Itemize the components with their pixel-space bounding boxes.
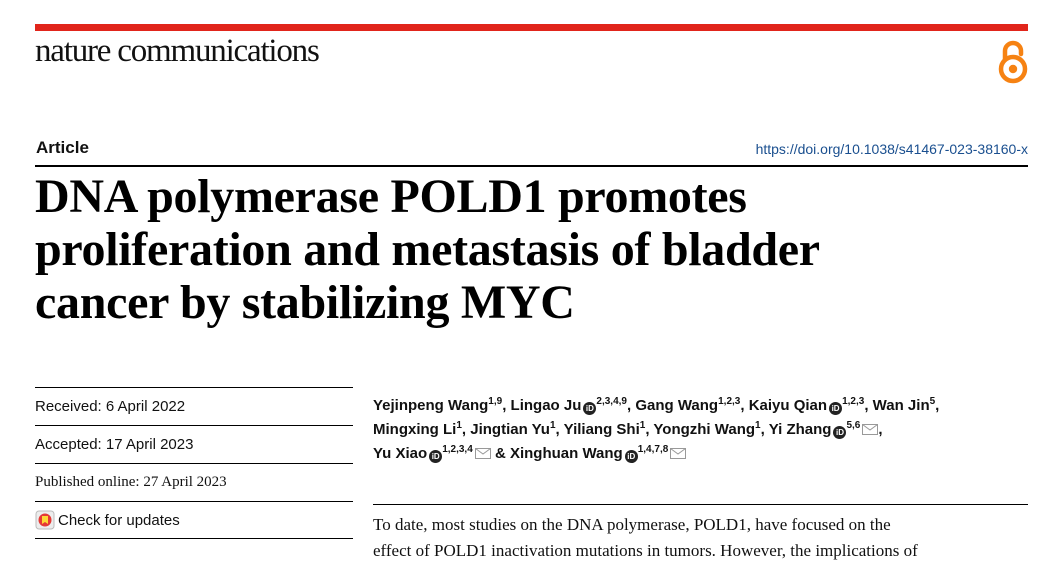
- author-name[interactable]: Lingao Ju: [510, 397, 582, 414]
- author-separator: ,: [502, 397, 511, 414]
- title-divider: [35, 165, 1028, 167]
- open-access-icon: [998, 40, 1028, 84]
- title-line: proliferation and metastasis of bladder: [35, 223, 820, 276]
- abstract-line: effect of POLD1 inactivation mutations i…: [373, 541, 918, 560]
- author-affiliations: 1: [456, 420, 462, 431]
- mail-icon[interactable]: [474, 448, 491, 459]
- author-affiliations: 5,6: [846, 420, 861, 431]
- title-line: DNA polymerase POLD1 promotes: [35, 170, 747, 223]
- author-separator: &: [490, 445, 510, 462]
- author-affiliations: 2,3,4,9: [596, 396, 627, 407]
- author-affiliations: 1: [639, 420, 646, 431]
- orcid-icon[interactable]: iD: [583, 402, 597, 415]
- published-date: Published online: 27 April 2023: [35, 463, 353, 501]
- title-line: cancer by stabilizing MYC: [35, 276, 575, 329]
- author-affiliations: 1,2,3: [718, 396, 741, 407]
- accepted-date: Accepted: 17 April 2023: [35, 425, 353, 463]
- mail-icon[interactable]: [670, 448, 687, 459]
- author-separator: ,: [645, 421, 654, 438]
- author-affiliations: 1: [755, 420, 761, 431]
- author-separator: ,: [864, 397, 873, 414]
- orcid-icon[interactable]: iD: [624, 450, 638, 463]
- author-line-2: Mingxing Li1, Jingtian Yu1, Yiliang Shi1…: [373, 418, 1033, 442]
- author-affiliations: 1: [549, 420, 556, 431]
- author-name[interactable]: Yi Zhang: [768, 421, 832, 438]
- mail-icon[interactable]: [862, 424, 879, 435]
- author-affiliations: 1,2,3: [842, 396, 865, 407]
- author-list: Yejinpeng Wang1,9, Lingao Ju iD2,3,4,9, G…: [373, 394, 1033, 466]
- author-separator: ,: [555, 421, 564, 438]
- article-title: DNA polymerase POLD1 promotes proliferat…: [35, 170, 1025, 329]
- author-separator: ,: [935, 397, 940, 414]
- author-name[interactable]: Gang Wang: [635, 397, 719, 414]
- abstract-line: To date, most studies on the DNA polymer…: [373, 515, 891, 534]
- orcid-icon[interactable]: iD: [429, 450, 443, 463]
- doi-link[interactable]: https://doi.org/10.1038/s41467-023-38160…: [755, 141, 1028, 157]
- author-name[interactable]: Yu Xiao: [373, 445, 428, 462]
- author-separator: ,: [626, 397, 636, 414]
- author-name[interactable]: Kaiyu Qian: [748, 397, 828, 414]
- journal-header-bar: [35, 24, 1028, 31]
- check-for-updates-button[interactable]: Check for updates: [35, 510, 180, 530]
- author-separator: ,: [760, 421, 769, 438]
- author-affiliations: 1,4,7,8: [637, 444, 669, 455]
- abstract-divider: [373, 504, 1028, 505]
- author-name[interactable]: Jingtian Yu: [470, 421, 550, 438]
- author-separator: ,: [878, 421, 883, 438]
- author-name[interactable]: Wan Jin: [872, 397, 930, 414]
- orcid-icon[interactable]: iD: [833, 426, 847, 439]
- author-affiliations: 5: [929, 396, 936, 407]
- author-name[interactable]: Xinghuan Wang: [509, 445, 623, 462]
- orcid-icon[interactable]: iD: [829, 402, 843, 415]
- author-name[interactable]: Yejinpeng Wang: [373, 397, 489, 414]
- check-for-updates-label: Check for updates: [58, 511, 180, 529]
- author-affiliations: 1,9: [488, 396, 503, 407]
- abstract: To date, most studies on the DNA polymer…: [373, 512, 1033, 564]
- author-line-1: Yejinpeng Wang1,9, Lingao Ju iD2,3,4,9, G…: [373, 394, 1033, 418]
- article-type: Article: [36, 138, 89, 157]
- author-line-3: Yu Xiao iD1,2,3,4 & Xinghuan Wang iD1,4,7,…: [373, 442, 1033, 466]
- author-name[interactable]: Mingxing Li: [373, 421, 457, 438]
- received-date: Received: 6 April 2022: [35, 387, 353, 425]
- journal-name[interactable]: nature communications: [35, 33, 320, 69]
- author-separator: ,: [740, 397, 749, 414]
- author-name[interactable]: Yiliang Shi: [563, 421, 640, 438]
- author-affiliations: 1,2,3,4: [442, 444, 473, 455]
- check-for-updates-row: Check for updates: [35, 501, 353, 539]
- author-separator: ,: [461, 421, 471, 438]
- article-dates: Received: 6 April 2022 Accepted: 17 Apri…: [35, 387, 353, 539]
- author-name[interactable]: Yongzhi Wang: [653, 421, 756, 438]
- bookmark-check-icon: [35, 510, 55, 530]
